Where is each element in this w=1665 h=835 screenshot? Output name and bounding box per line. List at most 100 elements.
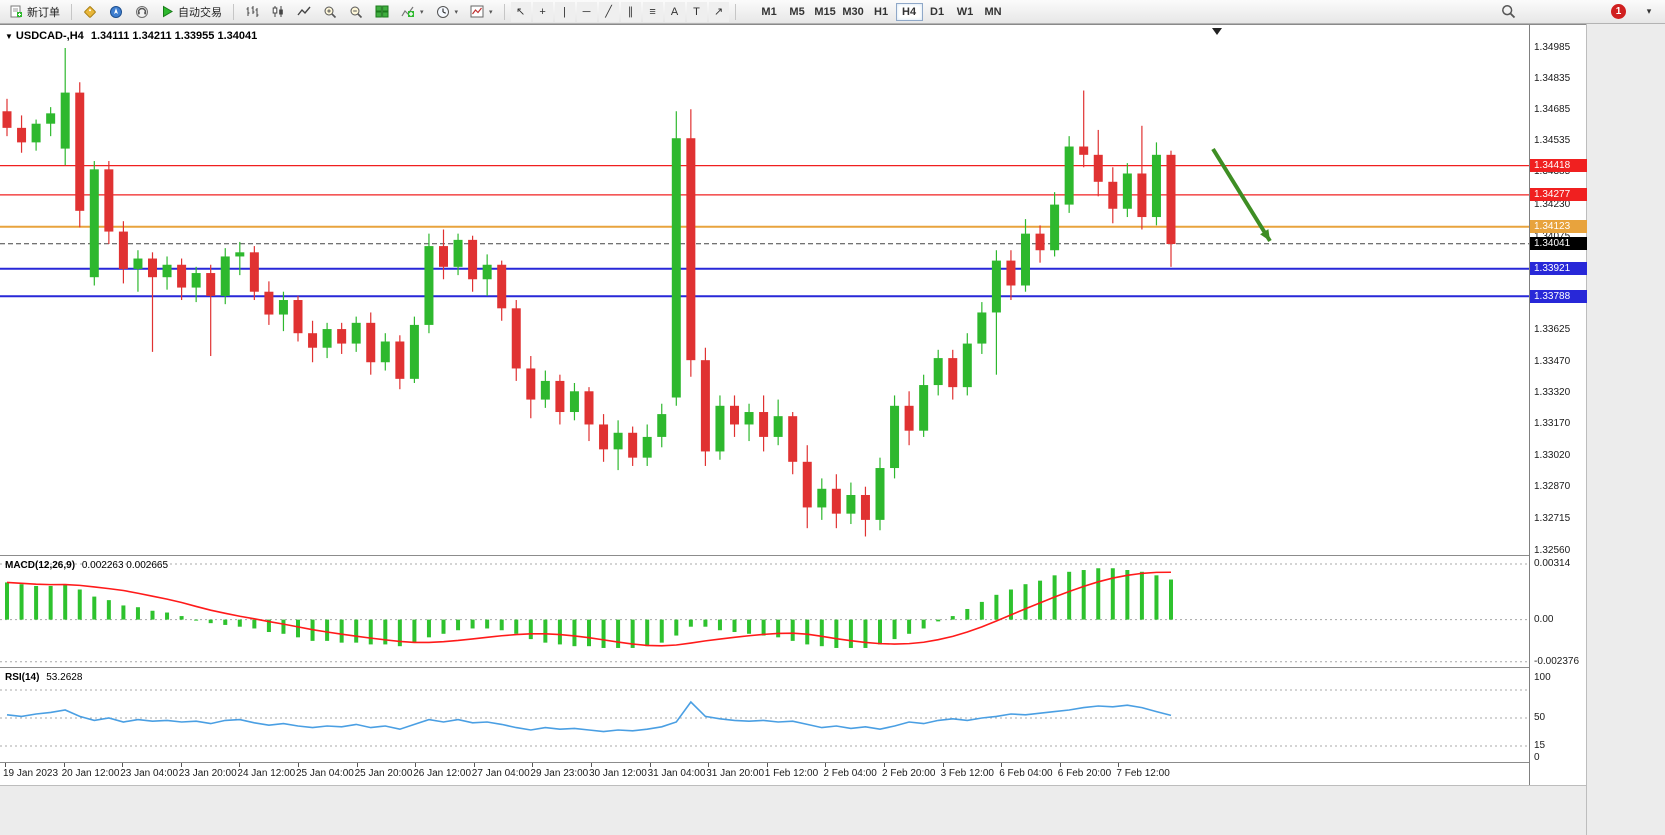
- time-tick: [1001, 763, 1003, 767]
- indicators-button[interactable]: ▾: [396, 2, 429, 22]
- time-tick: [63, 763, 65, 767]
- zoom-out-button[interactable]: [344, 2, 368, 22]
- panel-divider[interactable]: [0, 762, 1586, 763]
- time-tick: [180, 763, 182, 767]
- time-tick-label: 6 Feb 04:00: [999, 768, 1053, 779]
- time-tick: [649, 763, 651, 767]
- panel-divider[interactable]: [0, 667, 1586, 668]
- time-axis[interactable]: 19 Jan 2023 20 Jan 12:00 23 Jan 04:00 23 Ja…: [0, 763, 1529, 785]
- toolbar-separator: [233, 3, 234, 20]
- timeframe-h1[interactable]: H1: [868, 3, 895, 21]
- timeframe-m1[interactable]: M1: [756, 3, 783, 21]
- rsi-line: [6, 700, 1172, 733]
- rsi-axis-label: 50: [1534, 712, 1546, 723]
- chart-bars-button[interactable]: [240, 2, 264, 22]
- time-tick: [708, 763, 710, 767]
- toolbar-menu-button[interactable]: ▾: [1638, 2, 1660, 22]
- timeframe-w1[interactable]: W1: [952, 3, 979, 21]
- price-tick-label: 1.34685: [1534, 104, 1571, 116]
- price-line-label: 1.34123: [1530, 220, 1587, 234]
- chevron-down-icon: ▾: [1646, 6, 1652, 16]
- time-tick: [473, 763, 475, 767]
- notification-badge[interactable]: 1: [1611, 4, 1626, 19]
- terminal-button[interactable]: [130, 2, 154, 22]
- time-tick-label: 30 Jan 12:00: [589, 768, 647, 779]
- chart-candles-button[interactable]: [266, 2, 290, 22]
- price-axis[interactable]: 1.349851.348351.346851.345351.343851.342…: [1529, 25, 1587, 785]
- tool-trendline[interactable]: ╱: [598, 1, 619, 22]
- zoom-out-icon: [350, 6, 363, 18]
- tile-windows-icon: [375, 5, 389, 18]
- chart-window: ▼ USDCAD-,H4 1.34111 1.34211 1.33955 1.34…: [0, 24, 1587, 785]
- rsi-axis-label: 0: [1534, 752, 1540, 763]
- rsi-label: RSI(14) 53.2628: [5, 672, 83, 683]
- tool-cursor[interactable]: ↖: [510, 1, 531, 22]
- autotrading-button[interactable]: 自动交易: [156, 2, 227, 22]
- tool-crosshair[interactable]: +: [532, 1, 553, 22]
- candlestick-chart[interactable]: [0, 25, 1529, 555]
- new-order-icon: [10, 5, 22, 18]
- timeframe-m15[interactable]: M15: [812, 3, 839, 21]
- terminal-icon: [136, 5, 148, 18]
- time-tick-label: 23 Jan 04:00: [120, 768, 179, 779]
- chart-shift-marker[interactable]: [1212, 28, 1222, 35]
- tool-horizontal-line[interactable]: ─: [576, 1, 597, 22]
- chart-collapse-icon[interactable]: ▼: [5, 32, 13, 41]
- time-tick-label: 31 Jan 20:00: [706, 768, 765, 779]
- right-spacer: [1586, 24, 1665, 835]
- time-tick: [1118, 763, 1120, 767]
- chart-line-button[interactable]: [292, 2, 316, 22]
- time-tick-label: 24 Jan 12:00: [237, 768, 296, 779]
- templates-button[interactable]: ▾: [465, 2, 498, 22]
- bar-chart-icon: [246, 6, 259, 17]
- time-tick: [766, 763, 768, 767]
- time-tick-label: 20 Jan 12:00: [61, 768, 120, 779]
- time-tick-label: 27 Jan 04:00: [471, 768, 530, 779]
- tool-text-label[interactable]: T: [686, 1, 707, 22]
- tool-text[interactable]: A: [664, 1, 685, 22]
- time-tick-label: 25 Jan 20:00: [354, 768, 413, 779]
- price-tick-label: 1.34835: [1534, 73, 1571, 85]
- tile-windows-button[interactable]: [370, 2, 394, 22]
- macd-label: MACD(12,26,9) 0.002263 0.002665: [5, 560, 169, 571]
- macd-signal-line: [6, 571, 1172, 647]
- toolbar-separator: [503, 3, 505, 20]
- dropdown-caret-icon: ▾: [489, 8, 493, 16]
- time-tick: [1059, 763, 1061, 767]
- market-watch-icon: [84, 5, 96, 18]
- navigator-button[interactable]: [104, 2, 128, 22]
- timeframe-m30[interactable]: M30: [840, 3, 867, 21]
- price-line-label: 1.34418: [1530, 159, 1587, 173]
- market-watch-button[interactable]: [78, 2, 102, 22]
- time-tick: [591, 763, 592, 767]
- zoom-in-button[interactable]: [318, 2, 342, 22]
- rsi-axis-label: 15: [1534, 740, 1546, 751]
- main-toolbar: 新订单 自动交易: [0, 0, 1665, 24]
- price-tick-label: 1.33020: [1534, 449, 1571, 461]
- tool-vertical-line[interactable]: |: [554, 1, 575, 22]
- time-tick: [532, 763, 534, 767]
- dropdown-caret-icon: ▾: [454, 8, 459, 16]
- tool-fibonacci[interactable]: ≡: [642, 1, 663, 22]
- clock-icon: [436, 5, 449, 18]
- periods-button[interactable]: ▾: [431, 2, 464, 22]
- timeframe-d1[interactable]: D1: [924, 3, 951, 21]
- tool-equidistant-channel[interactable]: ∥: [620, 1, 641, 22]
- timeframe-h4[interactable]: H4: [895, 2, 923, 21]
- price-tick-label: 1.33470: [1534, 356, 1571, 368]
- time-tick-label: 2 Feb 04:00: [823, 768, 877, 779]
- macd-panel[interactable]: [0, 556, 1529, 667]
- search-button[interactable]: [1496, 2, 1521, 22]
- time-tick: [884, 763, 885, 767]
- timeframe-mn[interactable]: MN: [980, 3, 1007, 21]
- rsi-panel[interactable]: [0, 668, 1529, 762]
- time-tick-label: 29 Jan 23:00: [530, 768, 589, 779]
- price-line-label: 1.34277: [1530, 188, 1587, 202]
- panel-divider[interactable]: [0, 555, 1586, 556]
- new-order-button[interactable]: 新订单: [5, 2, 65, 22]
- new-order-label: 新订单: [27, 6, 60, 19]
- time-tick: [122, 763, 124, 767]
- price-tick-label: 1.33625: [1534, 324, 1571, 336]
- tool-arrows[interactable]: ↗: [708, 1, 729, 22]
- timeframe-m5[interactable]: M5: [784, 3, 811, 21]
